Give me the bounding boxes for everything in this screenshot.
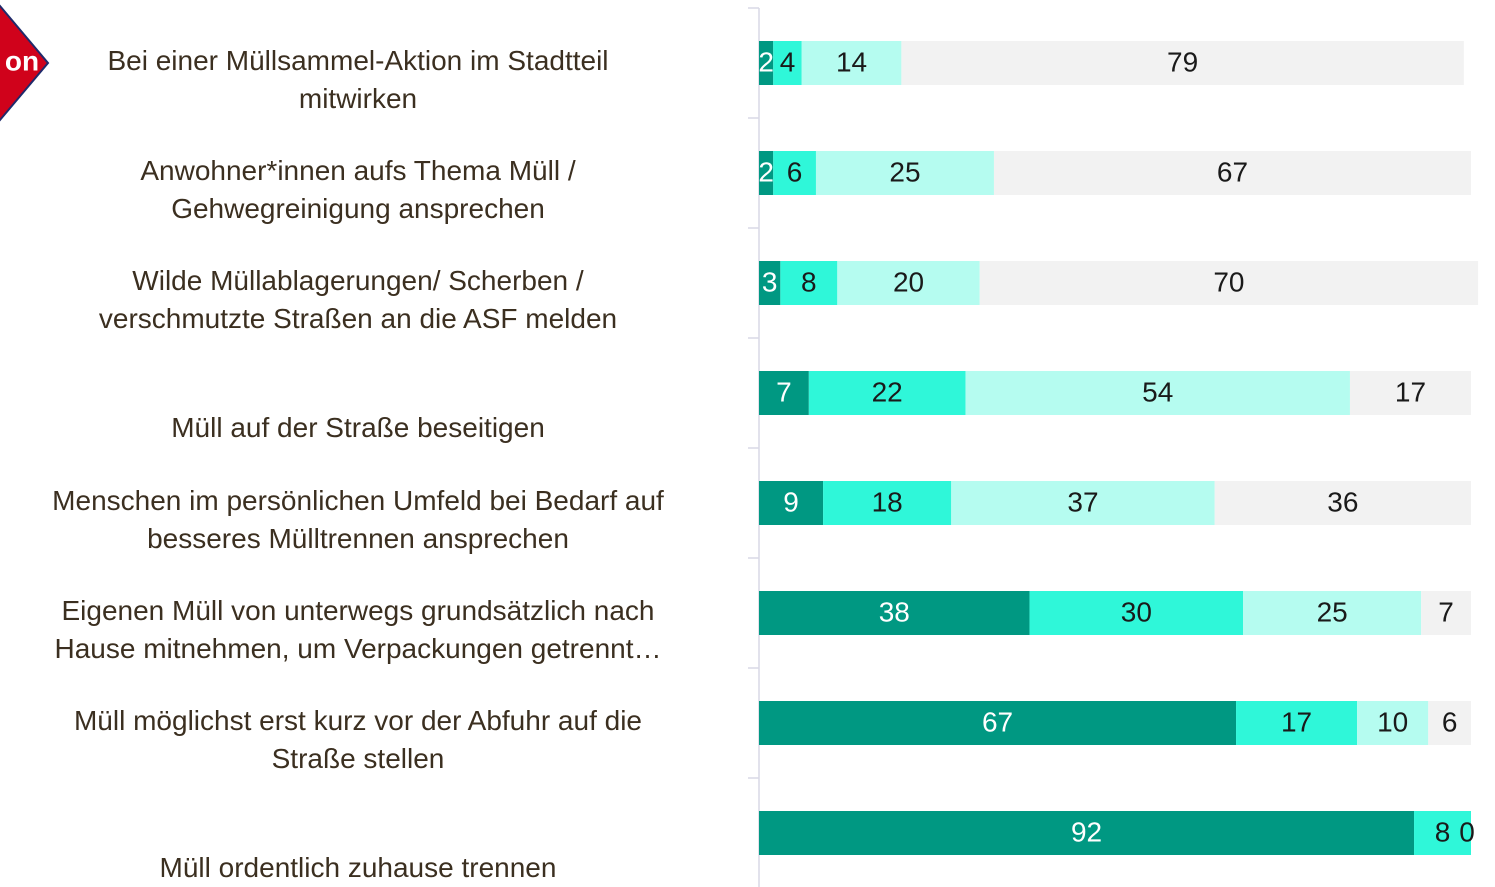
bar-segment <box>759 591 1030 635</box>
data-label: 18 <box>872 486 903 517</box>
bar-segment <box>1421 591 1471 635</box>
bar-segment <box>808 371 966 415</box>
data-label: 25 <box>1317 596 1348 627</box>
bar-segment <box>801 41 902 85</box>
data-label: 67 <box>1217 156 1248 187</box>
bar-segment <box>759 481 824 525</box>
bar-segment <box>759 811 1415 855</box>
data-label: 79 <box>1167 46 1198 77</box>
data-label: 70 <box>1213 266 1244 297</box>
data-label: 8 <box>1435 816 1451 847</box>
data-label: 14 <box>836 46 867 77</box>
bar-segment <box>773 41 802 85</box>
data-label: 4 <box>780 46 796 77</box>
data-label: 10 <box>1377 706 1408 737</box>
data-label: 8 <box>801 266 817 297</box>
bar-segment <box>759 41 774 85</box>
data-label: 7 <box>1438 596 1454 627</box>
data-label: 2 <box>758 46 774 77</box>
data-label: 6 <box>787 156 803 187</box>
data-label: 38 <box>879 596 910 627</box>
data-label: 30 <box>1121 596 1152 627</box>
data-label: 36 <box>1327 486 1358 517</box>
bar-segment <box>965 371 1350 415</box>
bar-segment <box>759 371 809 415</box>
data-label: 25 <box>889 156 920 187</box>
bar-segment <box>823 481 952 525</box>
data-label: 6 <box>1442 706 1458 737</box>
bar-segment <box>1214 481 1471 525</box>
category-label: Bei einer Müllsammel-Aktion im Stadtteil… <box>107 45 609 114</box>
category-label: Müll ordentlich zuhause trennen <box>159 852 557 883</box>
data-label: 0 <box>1459 816 1475 847</box>
bar-segment <box>759 701 1237 745</box>
data-label: 3 <box>762 266 778 297</box>
data-label: 7 <box>776 376 792 407</box>
category-label: Menschen im persönlichen Umfeld bei Beda… <box>52 485 664 554</box>
data-label: 17 <box>1281 706 1312 737</box>
badge-text: on <box>5 45 39 76</box>
bar-segment <box>1428 701 1471 745</box>
category-label: Anwohner*innen aufs Thema Müll / Gehwegr… <box>140 155 576 224</box>
data-label: 54 <box>1142 376 1173 407</box>
bar-segment <box>780 261 838 305</box>
bar-segment <box>1414 811 1471 855</box>
bar-segment <box>1243 591 1422 635</box>
bar-segment <box>759 261 781 305</box>
bar-segment <box>773 151 816 195</box>
data-label: 67 <box>982 706 1013 737</box>
bar-segment <box>815 151 994 195</box>
category-label: Wilde Müllablagerungen/ Scherben / versc… <box>98 265 618 334</box>
bar-segment <box>993 151 1471 195</box>
data-label: 92 <box>1071 816 1102 847</box>
bar-segment <box>1029 591 1244 635</box>
bar-segment <box>979 261 1479 305</box>
category-label: Müll auf der Straße beseitigen <box>171 412 545 443</box>
category-label: Eigenen Müll von unterwegs grundsätzlich… <box>54 595 662 664</box>
bar-segment <box>1357 701 1429 745</box>
data-label: 2 <box>758 156 774 187</box>
category-label: Müll möglichst erst kurz vor der Abfuhr … <box>73 705 642 774</box>
bar-segment <box>759 151 774 195</box>
bar-segment <box>901 41 1464 85</box>
bar-segment <box>837 261 980 305</box>
bar-segment <box>1349 371 1471 415</box>
badge <box>0 4 50 122</box>
data-label: 9 <box>783 486 799 517</box>
bar-segment <box>951 481 1215 525</box>
data-label: 22 <box>872 376 903 407</box>
data-label: 17 <box>1395 376 1426 407</box>
bar-segment <box>1236 701 1358 745</box>
data-label: 20 <box>893 266 924 297</box>
data-label: 37 <box>1067 486 1098 517</box>
